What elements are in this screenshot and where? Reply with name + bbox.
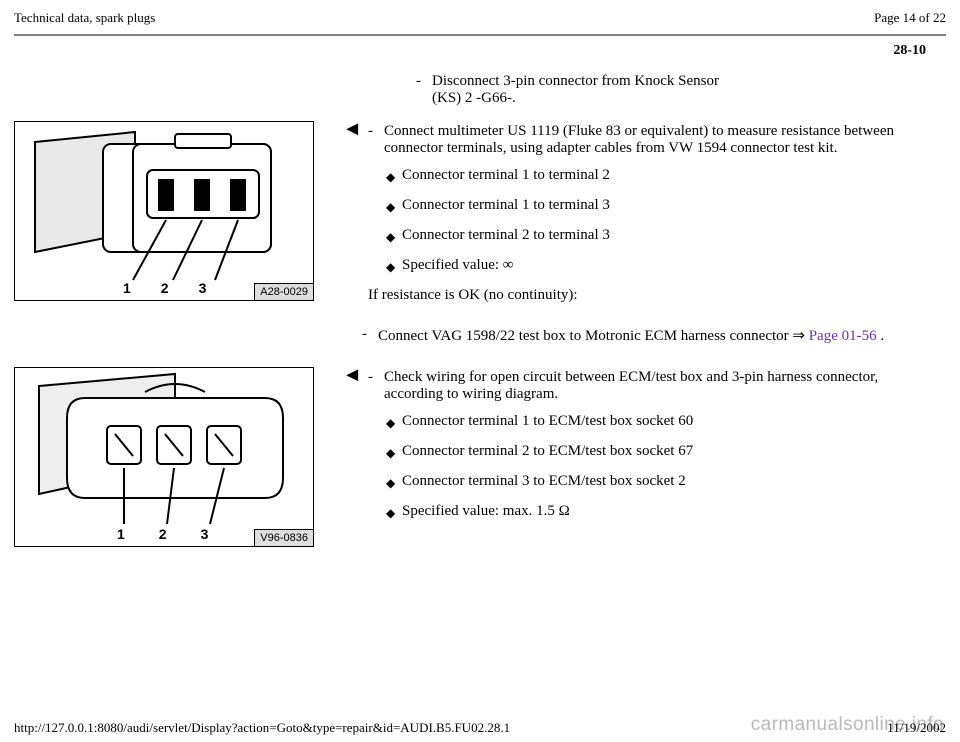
step-text: Check wiring for open circuit between EC…: [384, 369, 926, 403]
connector-svg-1: [15, 122, 315, 302]
step-disconnect: - Disconnect 3-pin connector from Knock …: [416, 73, 926, 107]
arrow-icon: ◄: [334, 363, 368, 385]
dash-marker: -: [362, 326, 378, 345]
arrow-icon: ◄: [334, 117, 368, 139]
bullet-icon: ◆: [386, 443, 402, 463]
dash-marker: -: [368, 123, 384, 157]
footer-url: http://127.0.0.1:8080/audi/servlet/Displ…: [14, 720, 510, 736]
bullet-icon: ◆: [386, 503, 402, 523]
block2-bullets: ◆Connector terminal 1 to ECM/test box so…: [386, 413, 926, 523]
bullet-text: Connector terminal 2 to terminal 3: [402, 227, 610, 244]
pin-1: 1: [117, 526, 125, 542]
block1-text: ◄ - Connect multimeter US 1119 (Fluke 83…: [334, 117, 926, 355]
pin-3: 3: [199, 280, 207, 296]
bullet-row: ◆Connector terminal 2 to terminal 3: [386, 227, 926, 247]
arrow-body-2: - Check wiring for open circuit between …: [368, 363, 926, 533]
section-number-row: 28-10: [0, 37, 960, 59]
bullet-text: Connector terminal 1 to terminal 2: [402, 167, 610, 184]
bullet-text: Connector terminal 1 to ECM/test box soc…: [402, 413, 693, 430]
bullet-text: Connector terminal 1 to terminal 3: [402, 197, 610, 214]
connector-svg-2: [15, 368, 315, 548]
bullet-row: ◆Connector terminal 1 to terminal 3: [386, 197, 926, 217]
continuity-note: If resistance is OK (no continuity):: [368, 287, 926, 304]
vag-text-a: Connect VAG 1598/22 test box to Motronic…: [378, 328, 809, 344]
page-header: Technical data, spark plugs Page 14 of 2…: [0, 0, 960, 30]
bullet-row: ◆Connector terminal 2 to ECM/test box so…: [386, 443, 926, 463]
connector-illustration-2: 1 2 3 V96-0836: [14, 367, 314, 547]
step-vag-box: - Connect VAG 1598/22 test box to Motron…: [362, 326, 926, 345]
step-line1: Disconnect 3-pin connector from Knock Se…: [432, 73, 719, 89]
bullet-row: ◆Connector terminal 3 to ECM/test box so…: [386, 473, 926, 493]
illus-tag-1: A28-0029: [254, 283, 313, 300]
step-text: Disconnect 3-pin connector from Knock Se…: [432, 73, 926, 107]
bullet-text: Connector terminal 2 to ECM/test box soc…: [402, 443, 693, 460]
bullet-text: Connector terminal 3 to ECM/test box soc…: [402, 473, 686, 490]
step-connect-multimeter: - Connect multimeter US 1119 (Fluke 83 o…: [368, 123, 926, 157]
arrow-body-1: - Connect multimeter US 1119 (Fluke 83 o…: [368, 117, 926, 312]
pin-2: 2: [161, 280, 169, 296]
pin-1: 1: [123, 280, 131, 296]
step-check-wiring: - Check wiring for open circuit between …: [368, 369, 926, 403]
bullet-row: ◆Specified value: max. 1.5 Ω: [386, 503, 926, 523]
block2-text: ◄ - Check wiring for open circuit betwee…: [334, 363, 926, 547]
page-link[interactable]: Page 01-56: [809, 328, 877, 344]
block-2: 1 2 3 V96-0836 ◄ - Check wiring for open…: [14, 363, 926, 547]
bullet-icon: ◆: [386, 227, 402, 247]
bullet-icon: ◆: [386, 473, 402, 493]
content-area: - Disconnect 3-pin connector from Knock …: [0, 59, 960, 547]
bullet-text: Specified value: ∞: [402, 257, 514, 274]
arrow-row-1: ◄ - Connect multimeter US 1119 (Fluke 83…: [334, 117, 926, 312]
illustration-cell-1: 1 2 3 A28-0029: [14, 117, 334, 355]
connector-illustration-1: 1 2 3 A28-0029: [14, 121, 314, 301]
vag-text-b: .: [880, 328, 884, 344]
bullet-row: ◆Connector terminal 1 to terminal 2: [386, 167, 926, 187]
step-text: Connect multimeter US 1119 (Fluke 83 or …: [384, 123, 926, 157]
doc-title: Technical data, spark plugs: [14, 10, 155, 26]
footer-date: 11/19/2002: [887, 720, 946, 736]
page-indicator: Page 14 of 22: [874, 10, 946, 26]
section-number: 28-10: [893, 43, 926, 59]
bullet-row: ◆Connector terminal 1 to ECM/test box so…: [386, 413, 926, 433]
dash-marker: -: [368, 369, 384, 403]
block-1: 1 2 3 A28-0029 ◄ - Connect multimeter US…: [14, 117, 926, 355]
bullet-icon: ◆: [386, 413, 402, 433]
dash-marker: -: [416, 73, 432, 107]
bullet-icon: ◆: [386, 167, 402, 187]
pin-2: 2: [159, 526, 167, 542]
illus-tag-2: V96-0836: [254, 529, 313, 546]
bullet-text: Specified value: max. 1.5 Ω: [402, 503, 570, 520]
bullet-icon: ◆: [386, 257, 402, 277]
block1-bullets: ◆Connector terminal 1 to terminal 2 ◆Con…: [386, 167, 926, 277]
pin-3: 3: [201, 526, 209, 542]
illustration-cell-2: 1 2 3 V96-0836: [14, 363, 334, 547]
step-line2: (KS) 2 -G66-.: [432, 90, 516, 106]
bullet-row: ◆Specified value: ∞: [386, 257, 926, 277]
bullet-icon: ◆: [386, 197, 402, 217]
step-text: Connect VAG 1598/22 test box to Motronic…: [378, 326, 926, 345]
arrow-row-2: ◄ - Check wiring for open circuit betwee…: [334, 363, 926, 533]
page-footer: http://127.0.0.1:8080/audi/servlet/Displ…: [0, 720, 960, 736]
